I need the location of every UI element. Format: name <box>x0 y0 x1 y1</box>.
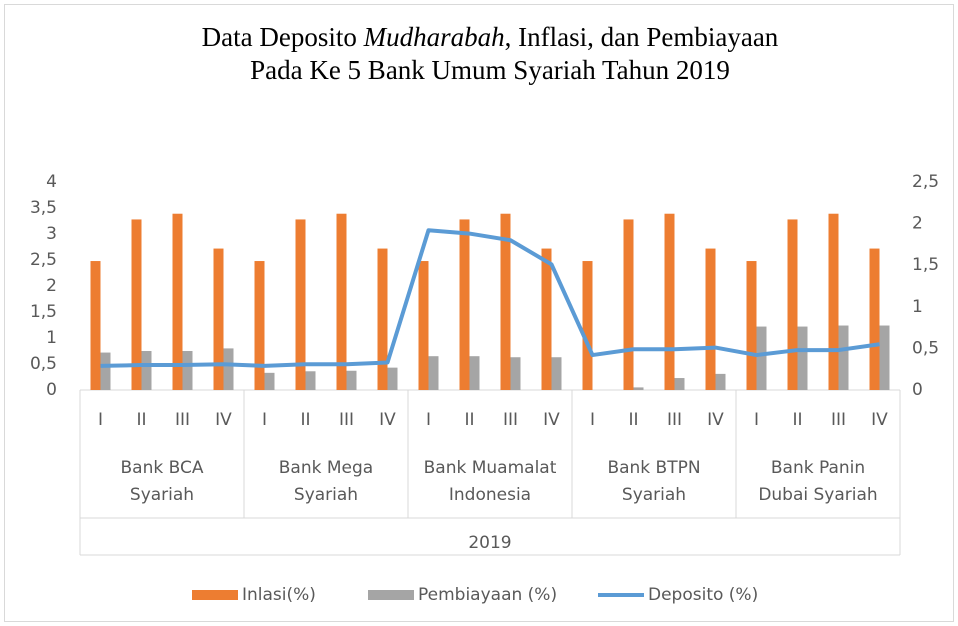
bar <box>172 213 183 390</box>
bar <box>418 261 429 390</box>
bar <box>828 213 839 390</box>
x-tick-label: III <box>503 410 518 430</box>
legend-swatch <box>192 590 238 600</box>
x-tick-label: II <box>300 410 310 430</box>
title-part: , Inflasi, dan Pembiayaan <box>505 22 779 52</box>
bar <box>705 248 716 390</box>
x-tick-label: IV <box>707 410 724 430</box>
chart-title: Data Deposito Mudharabah, Inflasi, dan P… <box>202 22 779 85</box>
group-label: Bank BTPN <box>607 458 700 478</box>
y-tick-label: 3 <box>46 224 57 244</box>
legend-swatch <box>368 590 414 600</box>
bar <box>223 348 234 390</box>
bar <box>459 219 470 390</box>
line <box>100 228 880 368</box>
y-tick-label: 1 <box>46 328 57 348</box>
y2-tick-label: 2,5 <box>912 172 939 192</box>
title-part: Data Deposito <box>202 22 364 52</box>
y-tick-label: 2 <box>46 276 57 296</box>
group-label: Indonesia <box>449 485 531 505</box>
bar <box>869 248 880 390</box>
x-tick-label: IV <box>215 410 232 430</box>
group-label: Bank BCA <box>121 458 204 478</box>
bar <box>336 213 347 390</box>
x-tick-label: IV <box>543 410 560 430</box>
y-tick-label: 2,5 <box>30 250 57 270</box>
group-label: Syariah <box>294 485 358 505</box>
bar <box>254 261 265 390</box>
bar <box>633 387 644 390</box>
bar <box>838 325 849 390</box>
bar <box>377 248 388 390</box>
x-tick-label: III <box>175 410 190 430</box>
bar <box>90 261 101 390</box>
y2-tick-label: 1 <box>912 297 923 317</box>
year-label: 2019 <box>468 533 511 553</box>
chart-border <box>4 4 954 622</box>
bar <box>141 351 152 390</box>
group-label: Bank Mega <box>279 458 373 478</box>
x-tick-label: III <box>667 410 682 430</box>
y2-tick-label: 2 <box>912 214 923 234</box>
bar <box>428 356 439 390</box>
group-label: Bank Panin <box>771 458 865 478</box>
legend-label: Pembiayaan (%) <box>418 585 557 605</box>
x-tick-label: II <box>464 410 474 430</box>
bar <box>264 372 275 390</box>
bar <box>346 370 357 390</box>
y-tick-label: 0 <box>46 380 57 400</box>
bar <box>131 219 142 390</box>
x-tick-label: III <box>339 410 354 430</box>
bar <box>182 351 193 390</box>
y-tick-label: 4 <box>46 172 57 192</box>
x-tick-label: IV <box>871 410 888 430</box>
group-label: Bank Muamalat <box>424 458 557 478</box>
group-label: Syariah <box>130 485 194 505</box>
legend-label: Deposito (%) <box>648 585 758 605</box>
x-tick-label: III <box>831 410 846 430</box>
bar <box>664 213 675 390</box>
x-tick-label: II <box>628 410 638 430</box>
bar <box>541 248 552 390</box>
legend-label: Inlasi(%) <box>242 585 316 605</box>
bar <box>100 352 111 390</box>
bar <box>213 248 224 390</box>
bar <box>674 378 685 390</box>
x-tick-label: II <box>136 410 146 430</box>
x-tick-label: IV <box>379 410 396 430</box>
bar <box>746 261 757 390</box>
bar <box>295 219 306 390</box>
bar <box>582 261 593 390</box>
y-tick-label: 0,5 <box>30 354 57 374</box>
y2-tick-label: 1,5 <box>912 255 939 275</box>
bar <box>623 219 634 390</box>
y2-tick-label: 0,5 <box>912 338 939 358</box>
y2-tick-label: 0 <box>912 380 923 400</box>
x-tick-label: I <box>590 410 595 430</box>
bar <box>715 373 726 390</box>
bar <box>797 326 808 390</box>
bar <box>787 219 798 390</box>
bar <box>469 356 480 390</box>
x-tick-label: I <box>426 410 431 430</box>
bar <box>510 357 521 390</box>
x-tick-label: I <box>754 410 759 430</box>
title-part: Mudharabah <box>363 22 505 52</box>
bar <box>305 371 316 390</box>
group-label: Dubai Syariah <box>758 485 877 505</box>
bar <box>879 325 890 390</box>
title-part: Pada Ke 5 Bank Umum Syariah Tahun 2019 <box>250 55 730 85</box>
bar <box>387 367 398 390</box>
x-tick-label: II <box>792 410 802 430</box>
group-label: Syariah <box>622 485 686 505</box>
y-tick-label: 1,5 <box>30 302 57 322</box>
x-tick-label: I <box>98 410 103 430</box>
bar <box>756 326 767 390</box>
bar <box>500 213 511 390</box>
bar <box>551 357 562 390</box>
y-tick-label: 3,5 <box>30 198 57 218</box>
x-tick-label: I <box>262 410 267 430</box>
